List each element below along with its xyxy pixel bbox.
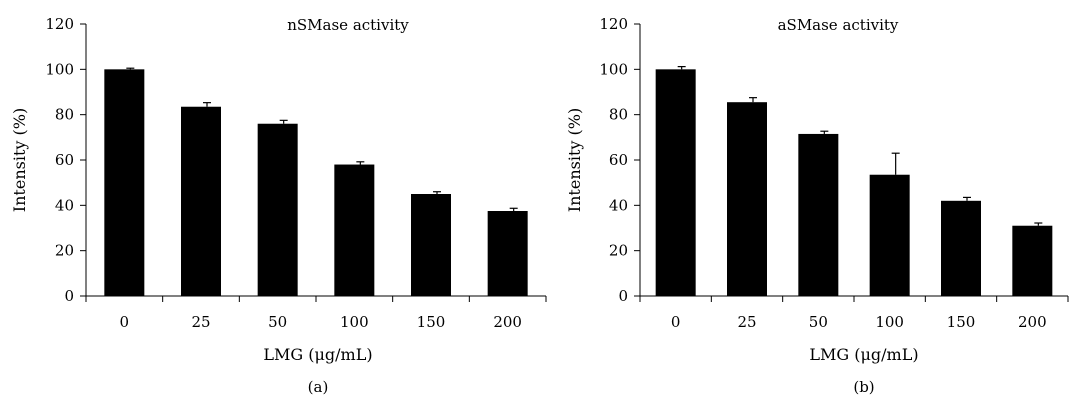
x-tick-label: 150: [417, 313, 446, 331]
y-tick-label: 40: [55, 196, 74, 214]
x-axis-title: LMG (μg/mL): [809, 345, 918, 364]
chart-title: aSMase activity: [778, 16, 899, 34]
y-tick-label: 20: [609, 242, 628, 260]
bar-200: [487, 211, 528, 296]
bar-100: [869, 174, 910, 296]
chart-title: nSMase activity: [287, 16, 409, 34]
x-tick-label: 25: [737, 313, 756, 331]
y-axis-title: Intensity (%): [565, 108, 584, 212]
bar-200: [1012, 225, 1053, 296]
y-tick-label: 60: [55, 151, 74, 169]
y-tick-label: 20: [55, 242, 74, 260]
bar-150: [411, 194, 451, 296]
bar-100: [334, 164, 375, 296]
x-tick-label: 200: [493, 313, 522, 331]
bar-25: [727, 102, 767, 296]
y-tick-label: 80: [609, 106, 628, 124]
y-tick-label: 0: [618, 287, 628, 305]
y-tick-label: 0: [64, 287, 74, 305]
x-axis-title: LMG (μg/mL): [263, 345, 372, 364]
y-tick-label: 60: [609, 151, 628, 169]
y-tick-label: 120: [599, 15, 628, 33]
y-tick-label: 100: [599, 60, 628, 78]
panel-label: (a): [308, 378, 329, 396]
x-tick-label: 50: [268, 313, 287, 331]
bar-0: [655, 69, 696, 296]
x-tick-label: 100: [875, 313, 904, 331]
y-tick-label: 100: [45, 60, 74, 78]
y-tick-label: 40: [609, 196, 628, 214]
bar-50: [257, 123, 298, 296]
chart-panel-b: aSMase activity Intensity (%) LMG (μg/mL…: [565, 15, 1069, 396]
bar-0: [104, 69, 145, 296]
x-tick-label: 25: [191, 313, 210, 331]
y-tick-label: 80: [55, 106, 74, 124]
bar-25: [181, 106, 221, 296]
x-tick-label: 200: [1018, 313, 1047, 331]
y-tick-label: 120: [45, 15, 74, 33]
bar-150: [941, 200, 981, 296]
x-tick-label: 100: [340, 313, 369, 331]
x-tick-label: 50: [809, 313, 828, 331]
chart-panel-a: nSMase activity Intensity (%) LMG (μg/mL…: [10, 15, 547, 396]
x-tick-label: 0: [120, 313, 130, 331]
bar-50: [798, 133, 839, 296]
panel-label: (b): [853, 378, 874, 396]
y-axis-title: Intensity (%): [10, 108, 29, 212]
x-tick-label: 150: [947, 313, 976, 331]
x-tick-label: 0: [671, 313, 681, 331]
